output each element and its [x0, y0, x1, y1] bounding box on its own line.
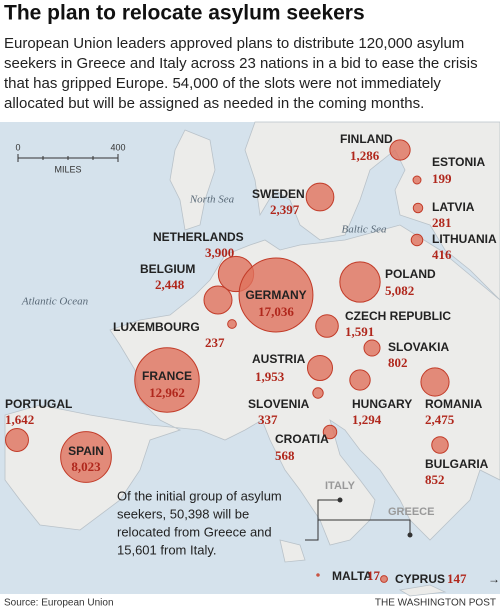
country-value: 3,900: [205, 245, 234, 260]
country-name: PORTUGAL: [5, 397, 72, 411]
country-value: 8,023: [71, 459, 101, 474]
country-value: 147: [447, 571, 467, 586]
bubble: [238, 257, 314, 333]
country-value: 17,036: [258, 304, 294, 319]
annotation-line: relocated from Greece and: [117, 524, 272, 539]
country-name: POLAND: [385, 267, 436, 281]
bubble: [312, 387, 324, 399]
credit: THE WASHINGTON POST: [375, 598, 496, 609]
bubble: [410, 233, 424, 247]
country-value: 237: [205, 335, 225, 350]
country-name: FINLAND: [340, 132, 393, 146]
country-name: BELGIUM: [140, 262, 195, 276]
bubble: [363, 339, 381, 357]
subtitle-line: seekers in Greece and Italy across 23 na…: [4, 55, 478, 72]
country-value: 5,082: [385, 283, 414, 298]
bubble: [305, 182, 335, 212]
annotation-line: Of the initial group of asylum: [117, 488, 282, 503]
country-name: ROMANIA: [425, 397, 483, 411]
country-name: MALTA: [332, 569, 373, 583]
sea-label: North Sea: [189, 194, 235, 206]
country-name: FRANCE: [142, 369, 192, 383]
annotation-line: seekers, 50,398 will be: [117, 506, 249, 521]
bubble-layer: [5, 139, 450, 583]
country-name: LUXEMBOURG: [113, 320, 200, 334]
country-value: 2,448: [155, 277, 185, 292]
country-value: 2,475: [425, 412, 455, 427]
scale-unit: MILES: [54, 164, 81, 174]
bubble: [227, 319, 237, 329]
bubble: [431, 436, 449, 454]
country-value: 802: [388, 355, 408, 370]
bubble: [315, 314, 339, 338]
subtitle-line: that has gripped Europe. 54,000 of the s…: [4, 75, 441, 92]
bubble: [380, 575, 388, 583]
country-value: 12,962: [149, 385, 185, 400]
annotation-line: 15,601 from Italy.: [117, 542, 216, 557]
country-name: CZECH REPUBLIC: [345, 309, 451, 323]
country-name: ESTONIA: [432, 155, 485, 169]
country-value: 1,953: [255, 369, 285, 384]
sea-label: Baltic Sea: [342, 224, 387, 236]
country-value: 17: [367, 568, 381, 583]
country-value: 1,286: [350, 148, 380, 163]
subtitle-line: European Union leaders approved plans to…: [4, 35, 464, 52]
country-label: ITALY: [325, 480, 356, 492]
country-value: 416: [432, 247, 452, 262]
country-name: CYPRUS: [395, 572, 445, 586]
bubble: [339, 261, 381, 303]
bubble: [316, 573, 320, 577]
bubble: [412, 202, 424, 214]
annotation-leader: [305, 497, 413, 541]
country-value: 568: [275, 448, 295, 463]
sea-label: Atlantic Ocean: [21, 296, 89, 308]
country-name: NETHERLANDS: [153, 230, 244, 244]
arrow: →: [488, 572, 500, 586]
country-value: 1,294: [352, 412, 382, 427]
country-value: 337: [258, 412, 278, 427]
bubble: [134, 347, 200, 413]
country-value: 281: [432, 215, 452, 230]
country-label: GREECE: [388, 506, 434, 518]
subtitle-line: allocated but will be assigned as needed…: [4, 95, 424, 112]
country-value: 199: [432, 171, 452, 186]
country-name: SPAIN: [68, 444, 104, 458]
bubble: [412, 175, 422, 185]
scale-label: 0: [15, 142, 20, 152]
country-name: BULGARIA: [425, 457, 489, 471]
country-name: SLOVENIA: [248, 397, 310, 411]
bubble: [420, 367, 450, 397]
country-name: SWEDEN: [252, 187, 305, 201]
country-name: CROATIA: [275, 432, 329, 446]
country-name: GERMANY: [245, 288, 306, 302]
bubble: [349, 369, 371, 391]
country-name: HUNGARY: [352, 397, 412, 411]
country-name: LITHUANIA: [432, 232, 497, 246]
land: [4, 121, 500, 597]
country-value: 2,397: [270, 202, 300, 217]
country-value: 1,642: [5, 412, 34, 427]
title: The plan to relocate asylum seekers: [4, 2, 365, 25]
scale-bar: [17, 154, 119, 162]
bubble: [389, 139, 411, 161]
source: Source: European Union: [4, 598, 114, 609]
country-name: LATVIA: [432, 200, 475, 214]
scale-label: 400: [110, 142, 125, 152]
bubble: [306, 354, 334, 382]
bubble: [203, 285, 233, 315]
bubble: [60, 431, 112, 483]
bubble: [322, 424, 338, 440]
country-value: 852: [425, 472, 445, 487]
bubble: [5, 428, 29, 452]
country-name: SLOVAKIA: [388, 340, 449, 354]
country-value: 1,591: [345, 324, 374, 339]
country-name: AUSTRIA: [252, 352, 306, 366]
